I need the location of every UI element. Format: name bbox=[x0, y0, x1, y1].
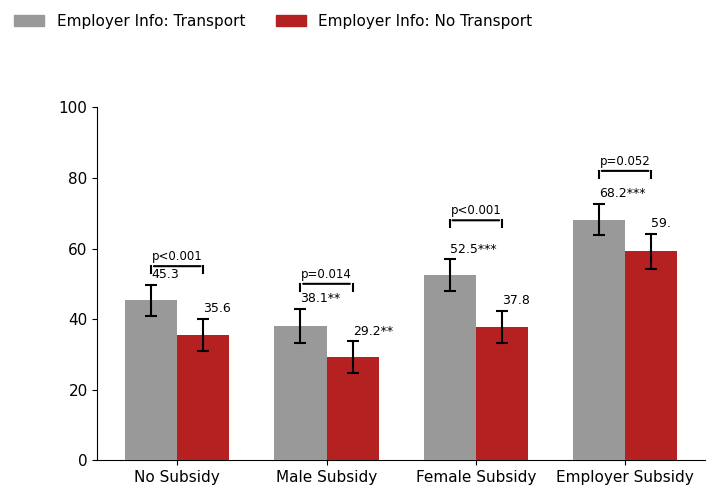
Text: 37.8: 37.8 bbox=[502, 294, 530, 308]
Bar bbox=[423, 275, 476, 460]
Text: 52.5***: 52.5*** bbox=[450, 242, 496, 256]
Bar bbox=[476, 327, 528, 460]
Bar bbox=[125, 300, 177, 460]
Bar bbox=[327, 357, 379, 461]
Text: p<0.001: p<0.001 bbox=[152, 250, 202, 264]
Legend: Employer Info: Transport, Employer Info: No Transport: Employer Info: Transport, Employer Info:… bbox=[8, 8, 539, 35]
Bar bbox=[177, 334, 230, 460]
Text: 29.2**: 29.2** bbox=[353, 325, 393, 338]
Text: 35.6: 35.6 bbox=[203, 302, 231, 315]
Bar bbox=[625, 252, 678, 460]
Text: p=0.014: p=0.014 bbox=[301, 268, 352, 281]
Bar bbox=[274, 326, 327, 460]
Text: 68.2***: 68.2*** bbox=[599, 187, 646, 200]
Bar bbox=[573, 220, 625, 460]
Text: 38.1**: 38.1** bbox=[300, 292, 341, 306]
Text: 45.3: 45.3 bbox=[151, 268, 179, 281]
Text: p=0.052: p=0.052 bbox=[600, 155, 650, 168]
Text: p<0.001: p<0.001 bbox=[451, 204, 501, 218]
Text: 59.: 59. bbox=[652, 217, 671, 230]
